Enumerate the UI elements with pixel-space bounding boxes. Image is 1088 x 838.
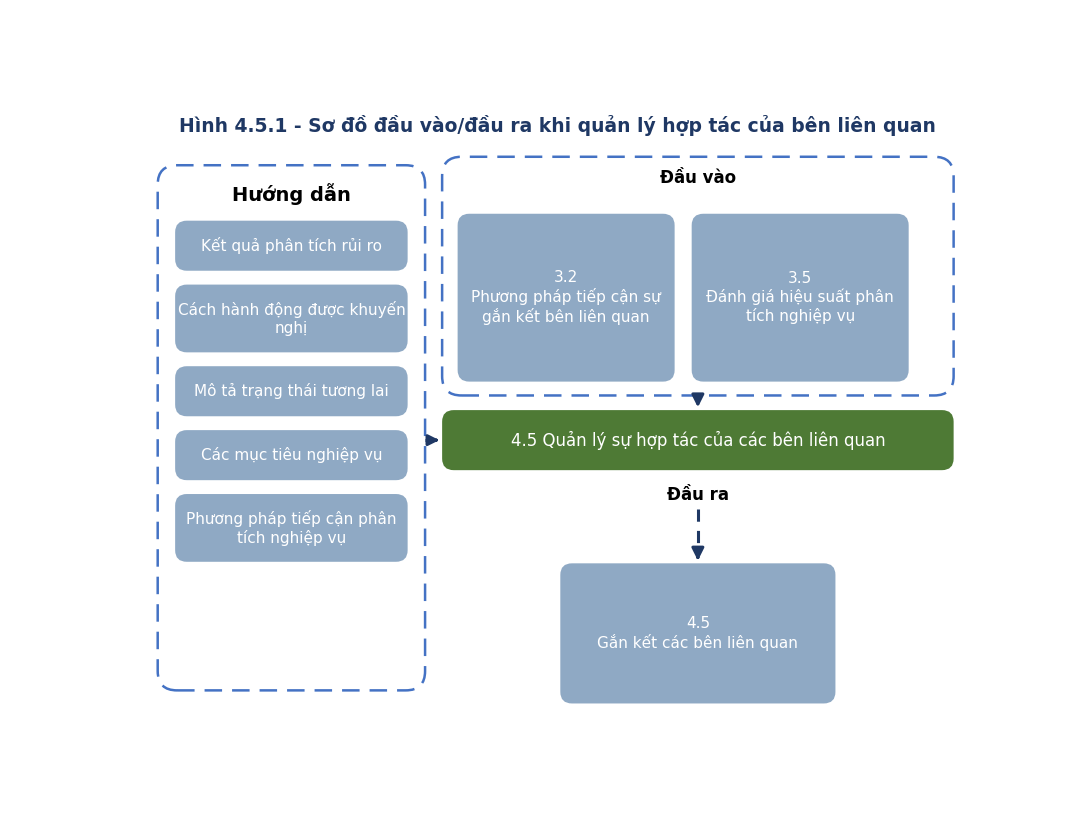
- FancyBboxPatch shape: [175, 494, 408, 561]
- FancyBboxPatch shape: [692, 214, 908, 381]
- Text: Hướng dẫn: Hướng dẫn: [232, 184, 350, 205]
- Text: Đầu ra: Đầu ra: [667, 486, 729, 504]
- FancyBboxPatch shape: [560, 563, 836, 703]
- Text: 3.5
Đánh giá hiệu suất phân
tích nghiệp vụ: 3.5 Đánh giá hiệu suất phân tích nghiệp …: [706, 272, 894, 324]
- FancyBboxPatch shape: [175, 366, 408, 416]
- Text: Cách hành động được khuyến
nghị: Cách hành động được khuyến nghị: [177, 302, 405, 336]
- Text: Mô tả trạng thái tương lai: Mô tả trạng thái tương lai: [194, 383, 388, 399]
- Text: Kết quả phân tích rủi ro: Kết quả phân tích rủi ro: [201, 237, 382, 254]
- Text: Phương pháp tiếp cận phân
tích nghiệp vụ: Phương pháp tiếp cận phân tích nghiệp vụ: [186, 510, 397, 546]
- FancyBboxPatch shape: [442, 410, 953, 470]
- Text: 4.5
Gắn kết các bên liên quan: 4.5 Gắn kết các bên liên quan: [597, 616, 799, 651]
- Text: 3.2
Phương pháp tiếp cận sự
gắn kết bên liên quan: 3.2 Phương pháp tiếp cận sự gắn kết bên …: [471, 271, 662, 325]
- FancyBboxPatch shape: [175, 220, 408, 271]
- Text: 4.5 Quản lý sự hợp tác của các bên liên quan: 4.5 Quản lý sự hợp tác của các bên liên …: [510, 431, 886, 450]
- FancyBboxPatch shape: [175, 285, 408, 352]
- FancyBboxPatch shape: [458, 214, 675, 381]
- Text: Hình 4.5.1 - Sơ đồ đầu vào/đầu ra khi quản lý hợp tác của bên liên quan: Hình 4.5.1 - Sơ đồ đầu vào/đầu ra khi qu…: [180, 116, 936, 137]
- Text: Các mục tiêu nghiệp vụ: Các mục tiêu nghiệp vụ: [200, 447, 382, 463]
- FancyBboxPatch shape: [175, 430, 408, 480]
- Text: Đầu vào: Đầu vào: [659, 169, 735, 188]
